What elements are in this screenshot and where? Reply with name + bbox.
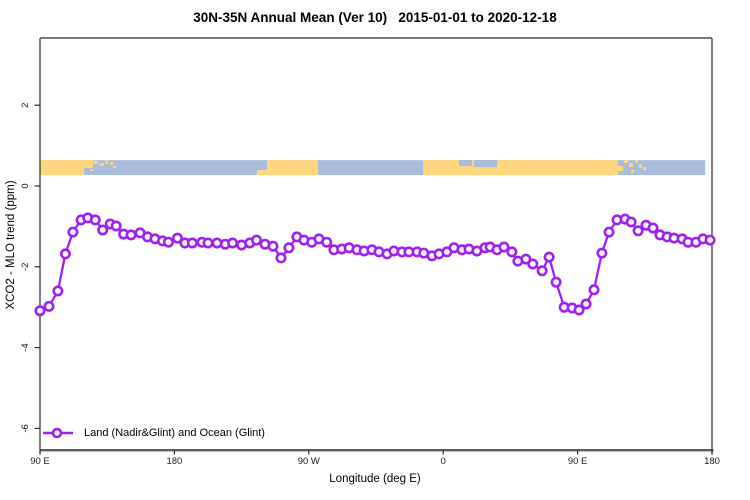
x-tick-label: 0 [441,456,446,467]
data-point [506,246,518,258]
data-point [251,234,263,246]
map-band-island [99,163,104,166]
map-band-island [105,160,108,164]
data-point [625,216,637,228]
map-band-island [629,163,633,167]
data-point [275,252,287,264]
data-point [536,265,548,277]
data-point [59,248,71,260]
data-point [321,236,333,248]
data-point [573,304,585,316]
data-point [186,237,198,249]
x-tick-label: 180 [704,456,720,467]
legend-line-marker-icon [43,427,73,439]
legend-label: Land (Nadir&Glint) and Ocean (Glint) [84,427,265,439]
y-tick-label: -6 [20,424,31,432]
map-band-island [84,160,93,168]
chart-title: 30N-35N Annual Mean (Ver 10) 2015-01-01 … [193,10,557,25]
data-point [543,251,555,263]
legend: Land (Nadir&Glint) and Ocean (Glint) [41,425,265,441]
map-band-island [90,169,93,171]
x-axis-title: Longitude (deg E) [329,473,421,485]
data-point [89,214,101,226]
map-band-island [643,167,646,170]
data-point [43,300,55,312]
data-point [550,276,562,288]
data-point [110,220,122,232]
data-point [527,258,539,270]
data-point [162,236,174,248]
data-point [227,237,239,249]
x-tick-label: 90 E [568,456,588,467]
map-band-island [110,162,113,165]
map-band-land [266,160,319,176]
data-point [34,305,46,317]
data-point [125,229,137,241]
data-point [520,253,532,265]
map-band-island [618,166,623,171]
data-point [704,234,716,246]
map-band-island [635,160,638,163]
x-axis-baseline [40,449,714,452]
y-tick-label: -2 [20,263,31,271]
data-point [498,241,510,253]
map-band-island [113,166,116,168]
data-point [632,225,644,237]
map-band-sea-inlet [474,160,497,167]
data-point [52,285,64,297]
data-point [588,284,600,296]
y-tick-label: -4 [20,343,31,351]
data-point [596,247,608,259]
map-band-island [639,164,642,168]
map-band-land [423,160,619,176]
map-band-island [624,160,628,163]
y-tick-label: 2 [20,103,31,108]
x-tick-label: 90 W [298,456,320,467]
x-tick-label: 180 [166,456,182,467]
data-point [283,242,295,254]
y-tick-label: 0 [20,183,31,188]
data-point [97,224,109,236]
data-point [580,298,592,310]
data-point [202,237,214,249]
x-tick-label: 90 E [30,456,50,467]
map-band-island [631,170,634,173]
map-band-island [94,161,98,164]
data-point [647,222,659,234]
data-point [267,240,279,252]
map-band-island [257,170,267,175]
data-point [603,226,615,238]
map-band-sea-inlet [459,160,472,166]
map-band-land [40,160,85,176]
data-point [171,232,183,244]
data-point [67,226,79,238]
